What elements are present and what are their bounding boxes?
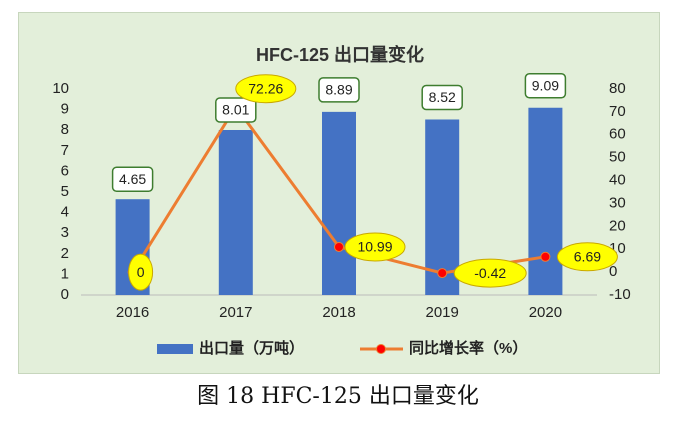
y-right-tick-label: 50 [609, 149, 626, 166]
growth-point [540, 251, 551, 262]
y-left-tick-label: 1 [61, 265, 69, 282]
chart-area: HFC-125 出口量变化 0 1 2 3 4 5 6 7 8 9 10 -10 0 10 20 30 40 50 6… [18, 12, 660, 374]
y-left-tick-label: 4 [61, 204, 69, 221]
y-left-tick-label: 0 [61, 286, 69, 303]
bar-data-label-box [215, 97, 257, 123]
line-data-label-callout [453, 258, 527, 288]
y-left-tick-label: 9 [61, 101, 69, 118]
line-data-label: 10.99 [357, 239, 392, 255]
chart-title: HFC-125 出口量变化 [256, 44, 424, 65]
line-data-label: 72.26 [248, 80, 283, 96]
x-tick-label: 2020 [529, 304, 562, 321]
y-right-tick-label: 40 [609, 172, 626, 189]
bar-data-label-box [524, 72, 567, 99]
chart-svg: HFC-125 出口量变化012345678910-10010203040506… [52, 44, 631, 357]
bar-data-label-box [111, 166, 154, 192]
growth-point [437, 268, 448, 279]
y-right-tick-label: 20 [609, 217, 626, 234]
y-right-tick-label: 30 [609, 194, 626, 211]
y-left-tick-label: 6 [61, 162, 69, 179]
bar-data-label: 8.52 [429, 89, 456, 105]
legend-bar-label: 出口量（万吨） [199, 339, 304, 357]
line-data-label: -0.42 [474, 265, 506, 281]
line-data-label-callout [344, 232, 406, 262]
x-tick-label: 2019 [426, 304, 459, 321]
bar [425, 119, 460, 295]
line-data-label-callout [556, 242, 618, 272]
y-left-tick-label: 10 [52, 80, 69, 97]
y-left-tick-label: 2 [61, 245, 69, 262]
figure-caption: 图 18 HFC-125 出口量变化 [197, 384, 479, 409]
y-right-tick-label: 60 [609, 126, 626, 143]
bar [322, 111, 356, 295]
y-left-tick-label: 5 [61, 183, 69, 200]
y-left-tick-label: 8 [61, 121, 69, 138]
x-tick-label: 2016 [116, 304, 149, 321]
bar-data-label: 8.89 [325, 82, 352, 98]
bar-data-label: 9.09 [532, 77, 559, 93]
line-data-label: 6.69 [574, 249, 601, 265]
y-right-tick-label: 70 [609, 103, 626, 120]
legend-bar-swatch [157, 344, 193, 354]
x-tick-label: 2018 [322, 304, 355, 321]
legend-line-marker [376, 344, 386, 354]
bar-data-label-box [421, 84, 463, 111]
y-left-tick-label: 3 [61, 224, 69, 241]
line-data-label: 0 [137, 264, 145, 280]
y-right-tick-label: -10 [609, 286, 631, 303]
line-data-label-callout [235, 74, 297, 104]
y-left-tick-label: 7 [61, 142, 69, 159]
bar [528, 107, 563, 295]
growth-point [334, 241, 344, 252]
line-data-label-callout [128, 253, 154, 291]
legend-line-label: 同比增长率（%） [409, 339, 527, 357]
x-tick-label: 2017 [219, 304, 252, 321]
bar-data-label: 8.01 [222, 102, 249, 118]
y-right-tick-label: 0 [609, 263, 617, 280]
bar-data-label: 4.65 [119, 171, 146, 187]
y-right-tick-label: 80 [609, 80, 626, 97]
bar [218, 129, 253, 295]
bar-data-label-box [318, 77, 360, 103]
